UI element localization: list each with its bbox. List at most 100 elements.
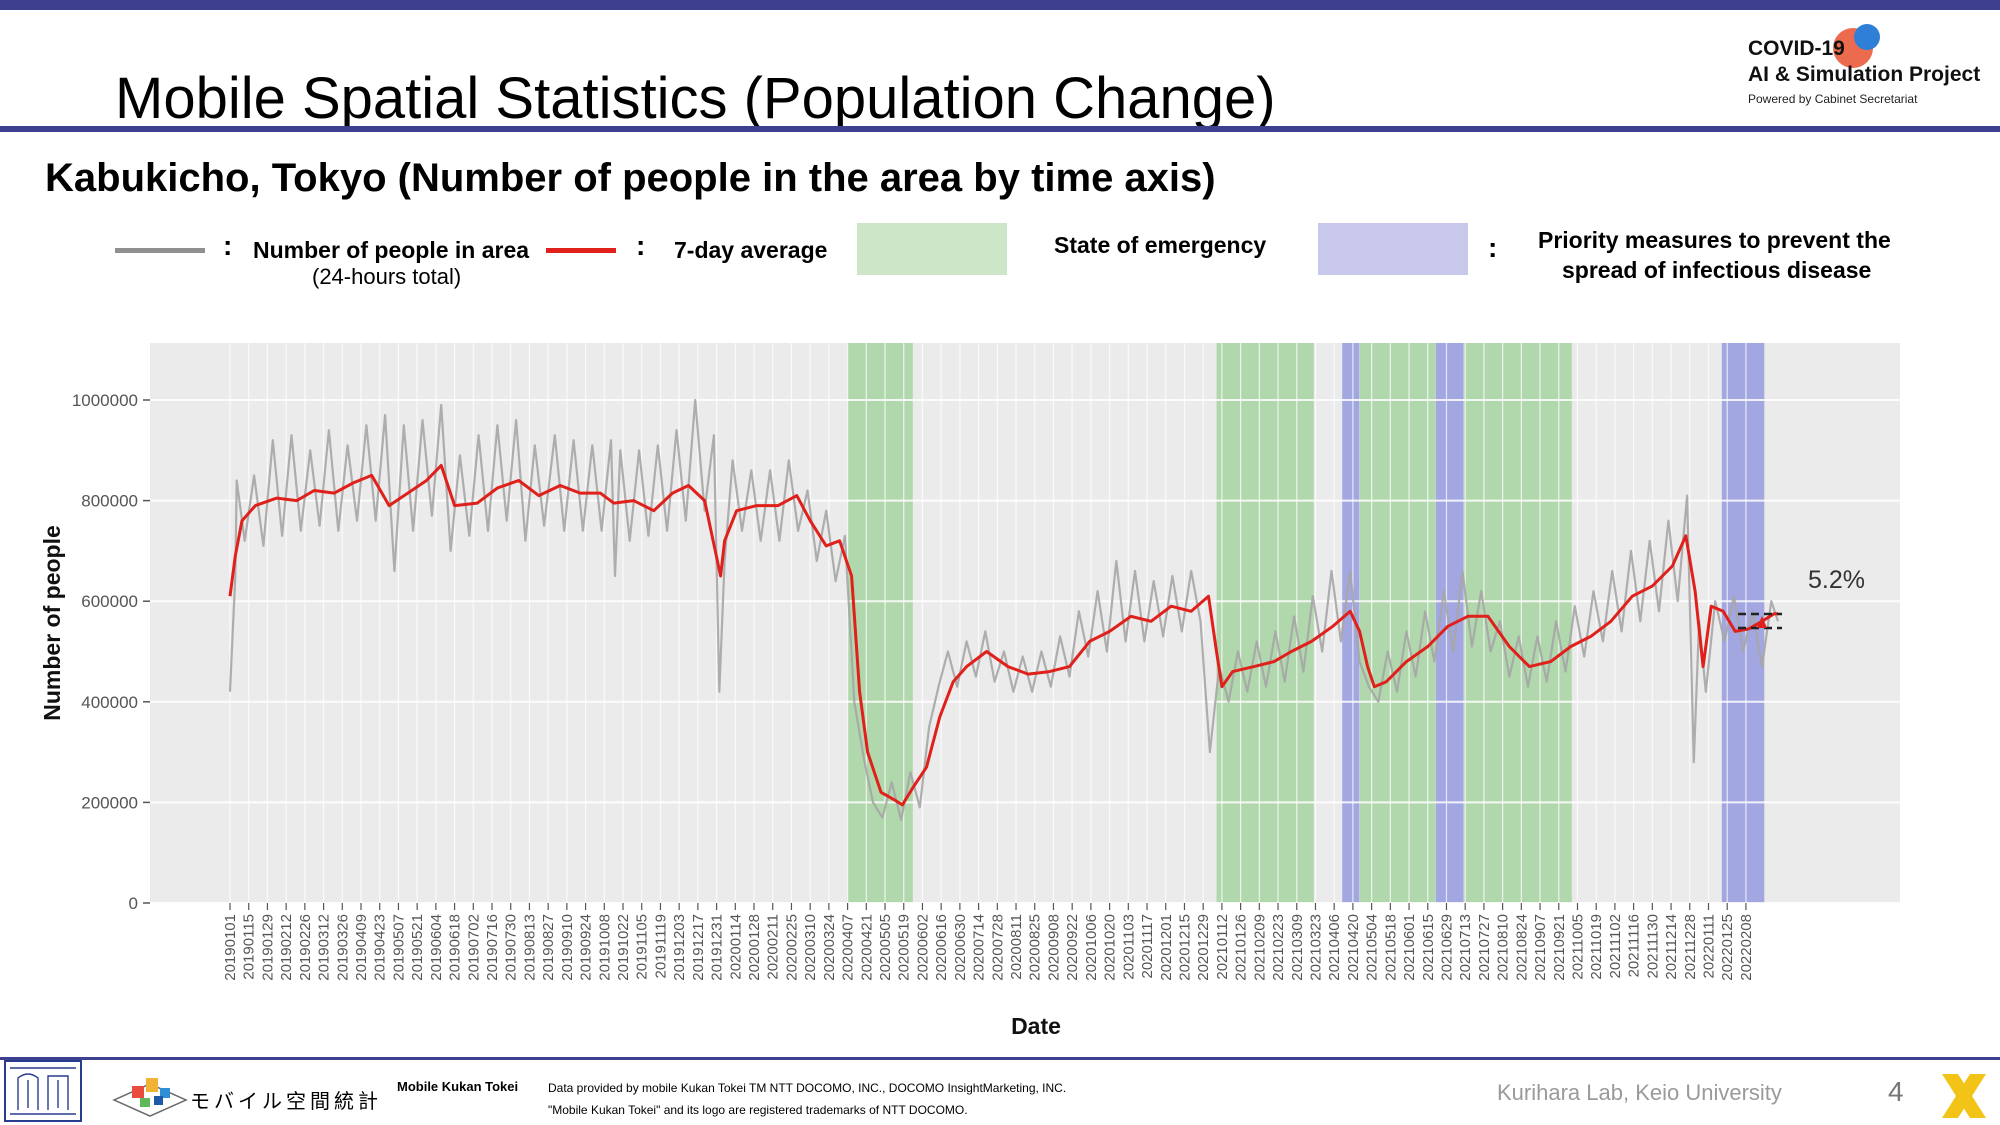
legend-emergency-swatch (857, 223, 1007, 275)
x-tick-label: 20190101 (222, 914, 239, 981)
y-tick-label: 600000 (81, 592, 138, 611)
x-tick-label: 20190716 (484, 914, 501, 981)
annotation-arrow (1757, 616, 1767, 628)
end-annotation: 5.2% (1738, 566, 1865, 630)
keio-university-logo-icon (4, 1060, 82, 1122)
x-tick-label: 20210824 (1513, 914, 1530, 981)
x-tick-label: 20220111 (1701, 914, 1718, 979)
x-tick-label: 20201117 (1139, 914, 1156, 979)
x-tick-label: 20200714 (971, 914, 988, 981)
x-tick-label: 20190813 (521, 914, 538, 981)
covid-ai-project-logo: COVID-19 AI & Simulation Project Powered… (1745, 24, 1990, 114)
x-tick-label: 20210126 (1233, 914, 1250, 981)
y-tick-label: 800000 (81, 492, 138, 511)
x-tick-label: 20191022 (615, 914, 632, 981)
x-tick-label: 20190702 (465, 914, 482, 981)
x-tick-label: 20200407 (840, 914, 857, 981)
raw-series (228, 398, 1780, 822)
x-tick-label: 20190604 (428, 914, 445, 981)
legend-colon: : (1488, 232, 1498, 263)
x-tick-label: 20201229 (1195, 914, 1212, 981)
x-tick-label: 20210810 (1495, 914, 1512, 981)
average-series (228, 463, 1778, 807)
x-tick-label: 20200825 (1027, 914, 1044, 981)
top-accent-bar (0, 0, 2000, 10)
x-tick-label: 20190326 (334, 914, 351, 981)
x-tick-label: 20200616 (933, 914, 950, 981)
population-line-chart: 0 200000 400000 600000 800000 1000000 2019010… (39, 343, 1900, 1039)
y-tick-label: 200000 (81, 793, 138, 812)
x-logo-icon (1942, 1074, 1986, 1118)
footer-credit: Data provided by mobile Kukan Tokei TM N… (548, 1077, 1066, 1121)
legend-gray-sublabel: (24-hours total) (312, 264, 462, 289)
x-tick-label: 20210615 (1420, 914, 1437, 981)
y-tick-label: 0 (129, 894, 138, 913)
x-tick-label: 20200310 (802, 914, 819, 981)
x-tick-label: 20210907 (1532, 914, 1549, 981)
x-tick-label: 20210601 (1401, 914, 1418, 981)
x-tick-label: 20191217 (690, 914, 707, 981)
x-tick-label: 20210518 (1382, 914, 1399, 981)
x-tick-label: 20200128 (746, 914, 763, 981)
x-tick-label: 20200811 (1008, 914, 1025, 980)
x-tick-label: 20190521 (409, 914, 426, 981)
x-tick-label: 20190910 (559, 914, 576, 981)
x-tick-label: 20201103 (1120, 914, 1137, 980)
plot-panel (150, 343, 1900, 903)
x-tick-label: 20200114 (727, 914, 744, 980)
legend-priority-label-line1: Priority measures to prevent the (1538, 227, 1891, 253)
x-tick-label: 20210209 (1251, 914, 1268, 981)
x-axis: 20190101 20190115 20190129 20190212 20190226… (222, 903, 1755, 981)
x-tick-label: 20211116 (1626, 914, 1643, 977)
x-tick-label: 20190409 (353, 914, 370, 981)
annotation-label: 5.2% (1808, 566, 1865, 594)
mobile-kukan-tokei-jp-name: モバイル空間統計 (190, 1091, 382, 1113)
x-tick-label: 20210504 (1364, 914, 1381, 981)
x-tick-label: 20201020 (1102, 914, 1119, 981)
x-tick-label: 20211019 (1588, 914, 1605, 980)
x-tick-label: 20211130 (1644, 914, 1661, 979)
x-tick-label: 20210406 (1326, 914, 1343, 981)
series-line-average (228, 463, 1778, 807)
x-tick-label: 20191231 (709, 914, 726, 981)
footer-lab-name: Kurihara Lab, Keio University (1497, 1080, 1782, 1105)
x-tick-label: 20200602 (915, 914, 932, 981)
x-tick-label: 20211214 (1663, 914, 1680, 980)
y-tick-label: 1000000 (72, 391, 138, 410)
legend-red-line-swatch (546, 248, 616, 253)
x-tick-label: 20190129 (259, 914, 276, 981)
x-tick-label: 20190507 (390, 914, 407, 981)
logo-line-2: AI & Simulation Project (1748, 63, 1981, 86)
x-tick-label: 20211102 (1607, 914, 1624, 979)
x-tick-label: 20190115 (241, 914, 258, 980)
logo-line-1: COVID-19 (1748, 37, 1845, 60)
emergency-period-0 (847, 343, 913, 903)
x-tick-label: 20210112 (1214, 914, 1231, 980)
x-tick-label: 20191105 (634, 914, 651, 980)
shaded-periods (847, 343, 1765, 903)
legend-gray-label: Number of people in area (253, 237, 530, 263)
x-tick-label: 20200728 (989, 914, 1006, 981)
series-line-raw (228, 398, 1780, 822)
legend-colon: : (223, 230, 233, 261)
x-tick-label: 20191008 (596, 914, 613, 981)
x-tick-label: 20210727 (1476, 914, 1493, 981)
y-axis-title: Number of people (39, 525, 65, 721)
x-tick-label: 20200630 (952, 914, 969, 981)
mobile-kukan-tokei-logo-icon (112, 1078, 188, 1117)
chart-subtitle: Kabukicho, Tokyo (Number of people in th… (45, 156, 1216, 200)
x-tick-label: 20200225 (784, 914, 801, 981)
x-tick-label: 20210309 (1289, 914, 1306, 981)
x-tick-label: 20201006 (1083, 914, 1100, 981)
x-tick-label: 20220208 (1738, 914, 1755, 981)
x-tick-label: 20200908 (1046, 914, 1063, 981)
x-tick-label: 20200505 (877, 914, 894, 981)
x-tick-label: 20210223 (1270, 914, 1287, 981)
emergency-period-5 (1463, 343, 1572, 903)
x-tick-label: 20200324 (821, 914, 838, 981)
logo-line-3: Powered by Cabinet Secretariat (1748, 92, 1918, 106)
x-tick-label: 20201215 (1177, 914, 1194, 981)
title-rule (0, 126, 2000, 132)
x-tick-label: 20190226 (297, 914, 314, 981)
y-tick-label: 400000 (81, 693, 138, 712)
